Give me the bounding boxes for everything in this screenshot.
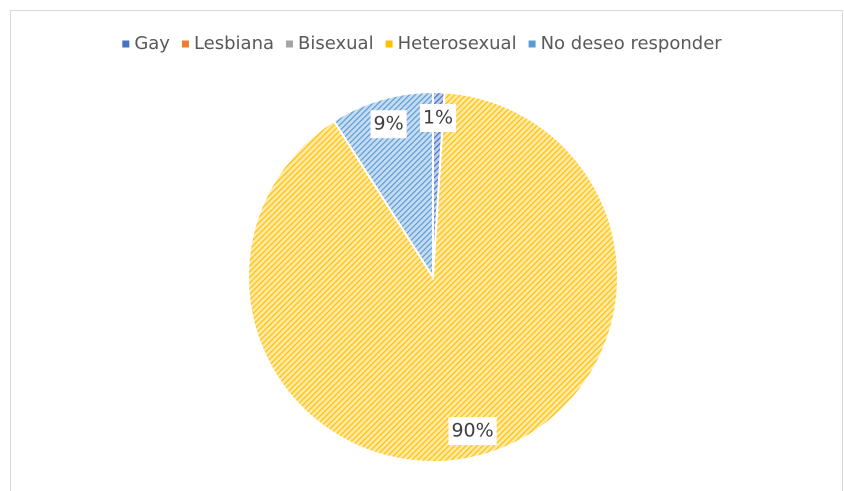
legend-label: Gay — [134, 33, 170, 54]
label-background — [448, 417, 497, 446]
legend-label: Heterosexual — [398, 33, 517, 54]
data-label: 1% — [423, 106, 453, 128]
data-label: 9% — [374, 113, 404, 135]
label-background — [370, 110, 407, 139]
label-background — [419, 103, 457, 132]
legend-label: No deseo responder — [541, 33, 723, 54]
legend-marker — [181, 40, 189, 48]
legend-marker — [286, 40, 294, 48]
legend-label: Lesbiana — [194, 33, 274, 54]
pie-slice — [332, 90, 434, 281]
data-label: 90% — [451, 420, 493, 442]
legend-marker — [122, 40, 130, 48]
legend-marker — [528, 40, 536, 48]
legend-label: Bisexual — [298, 33, 374, 54]
legend-marker — [385, 40, 393, 48]
